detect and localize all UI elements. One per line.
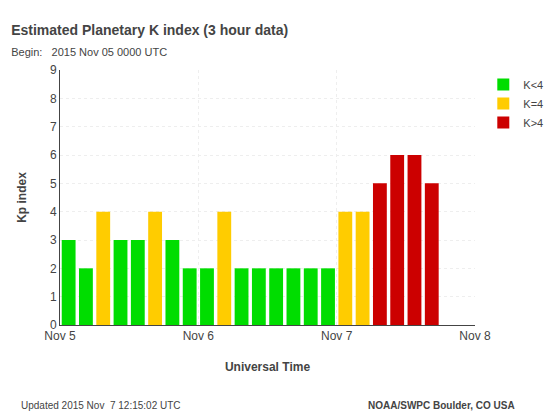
svg-text:3: 3 [50,233,57,247]
svg-text:8: 8 [50,92,57,106]
svg-text:Nov 8: Nov 8 [459,329,491,343]
svg-text:Nov 5: Nov 5 [44,329,76,343]
svg-text:K>4: K>4 [523,117,543,129]
svg-text:Nov 6: Nov 6 [183,329,215,343]
svg-text:0: 0 [50,318,57,332]
svg-text:K=4: K=4 [523,98,543,110]
svg-text:Universal Time: Universal Time [225,360,310,374]
svg-text:Nov 7: Nov 7 [321,329,353,343]
svg-text:Begin: 2015 Nov 05 0000 UTC: Begin: 2015 Nov 05 0000 UTC [11,46,167,58]
svg-text:Updated 2015 Nov 7 12:15:02 U: Updated 2015 Nov 7 12:15:02 UTC [21,400,181,411]
svg-text:9: 9 [50,63,57,77]
svg-text:6: 6 [50,148,57,162]
svg-text:Kp index: Kp index [15,172,29,223]
svg-text:4: 4 [50,205,57,219]
svg-text:K<4: K<4 [523,79,543,91]
svg-text:Estimated Planetary K index (3: Estimated Planetary K index (3 hour data… [11,22,288,38]
svg-text:7: 7 [50,120,57,134]
svg-text:5: 5 [50,177,57,191]
svg-text:2: 2 [50,262,57,276]
svg-text:NOAA/SWPC Boulder, CO USA: NOAA/SWPC Boulder, CO USA [368,400,515,411]
svg-text:1: 1 [50,290,57,304]
